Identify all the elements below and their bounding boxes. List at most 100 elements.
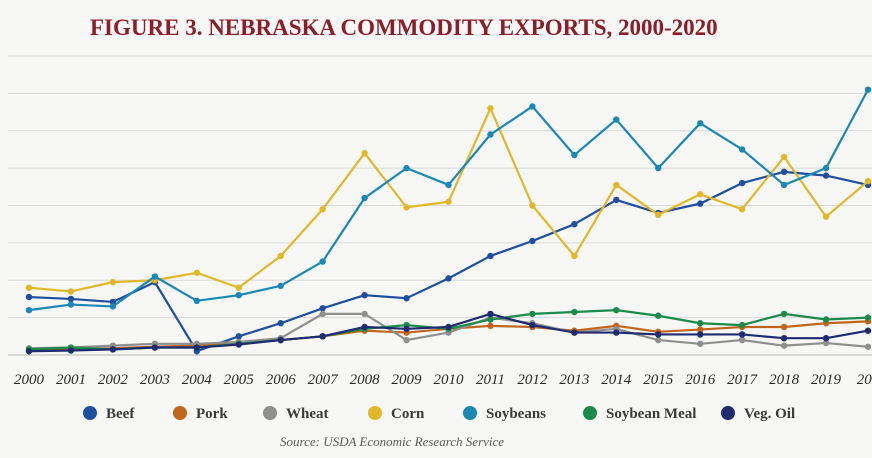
data-point-beef	[780, 168, 788, 176]
data-point-beef	[697, 200, 704, 207]
data-point-soybeans	[655, 164, 662, 172]
data-point-corn	[738, 206, 746, 213]
x-tick-label: 202	[857, 372, 872, 388]
data-point-pork	[780, 323, 788, 331]
data-point-beef	[25, 293, 33, 301]
data-point-beef	[319, 305, 326, 312]
data-point-soybeans	[361, 194, 368, 202]
data-point-corn	[780, 153, 788, 161]
data-point-soybeans	[780, 181, 788, 189]
data-point-veg-oil	[697, 331, 704, 338]
data-point-soybeans	[277, 282, 284, 290]
data-point-corn	[109, 278, 117, 286]
data-point-veg-oil	[109, 346, 117, 353]
data-point-veg-oil	[780, 334, 788, 342]
data-point-veg-oil	[655, 331, 662, 338]
data-point-corn	[487, 105, 494, 112]
data-point-veg-oil	[571, 329, 578, 336]
x-tick-label: 2000	[14, 372, 45, 388]
data-point-beef	[277, 320, 284, 327]
data-point-veg-oil	[529, 321, 536, 329]
x-tick-label: 2011	[476, 372, 505, 388]
x-tick-label: 2015	[643, 372, 674, 388]
data-point-soybean-meal	[487, 316, 494, 323]
data-point-soybean-meal	[655, 312, 662, 319]
data-point-corn	[445, 198, 452, 205]
data-point-veg-oil	[193, 344, 200, 351]
data-point-soybeans	[529, 103, 536, 110]
series-lines	[25, 86, 872, 355]
data-point-soybeans	[697, 120, 704, 127]
legend-swatch	[721, 406, 735, 420]
data-point-soybeans	[864, 86, 872, 93]
data-point-soybeans	[235, 292, 242, 299]
x-tick-label: 2010	[434, 372, 465, 388]
data-point-veg-oil	[277, 336, 284, 344]
x-tick-label: 2007	[308, 372, 340, 388]
chart-title: FIGURE 3. NEBRASKA COMMODITY EXPORTS, 20…	[90, 15, 718, 40]
data-point-beef	[445, 275, 452, 282]
data-point-wheat	[403, 336, 410, 344]
data-point-soybean-meal	[780, 310, 788, 318]
data-point-beef	[613, 196, 620, 204]
data-point-veg-oil	[25, 348, 33, 355]
legend-swatch	[83, 406, 97, 420]
data-point-veg-oil	[487, 310, 494, 318]
data-point-wheat	[655, 336, 662, 344]
data-point-soybeans	[613, 116, 620, 123]
legend-label: Pork	[196, 406, 228, 422]
data-point-soybeans	[738, 146, 746, 153]
data-point-corn	[822, 213, 830, 220]
data-point-wheat	[697, 340, 704, 347]
data-point-corn	[319, 206, 326, 213]
legend-label: Wheat	[286, 406, 329, 422]
x-tick-label: 2009	[392, 372, 423, 388]
data-point-veg-oil	[403, 325, 410, 333]
data-point-corn	[529, 202, 536, 209]
data-point-veg-oil	[445, 323, 452, 331]
data-point-corn	[25, 284, 33, 291]
data-point-soybeans	[319, 258, 326, 265]
legend-item-soybean-meal: Soybean Meal	[583, 406, 696, 422]
data-point-veg-oil	[235, 341, 242, 348]
x-tick-label: 2004	[182, 372, 213, 388]
data-point-pork	[487, 322, 494, 330]
data-point-soybeans	[151, 273, 159, 280]
data-point-wheat	[319, 310, 326, 318]
legend-swatch	[368, 406, 382, 420]
data-point-soybean-meal	[697, 320, 704, 327]
legend-swatch	[463, 406, 477, 420]
data-point-beef	[529, 237, 536, 245]
gridlines	[8, 55, 872, 356]
data-point-corn	[193, 269, 200, 276]
series-beef	[25, 168, 872, 355]
data-point-soybeans	[822, 164, 830, 172]
data-point-beef	[571, 220, 578, 228]
data-point-soybean-meal	[864, 314, 872, 321]
data-point-soybeans	[193, 297, 200, 305]
data-point-soybean-meal	[613, 306, 620, 314]
data-point-soybeans	[67, 301, 75, 308]
x-tick-label: 2006	[266, 372, 297, 388]
x-tick-label: 2014	[601, 372, 632, 388]
data-point-veg-oil	[864, 327, 872, 334]
legend-swatch	[173, 406, 187, 420]
series-soybeans	[25, 86, 872, 314]
data-point-beef	[403, 294, 410, 302]
data-point-corn	[697, 191, 704, 198]
data-point-beef	[487, 252, 494, 260]
data-point-wheat	[361, 310, 368, 318]
x-tick-label: 2003	[140, 372, 170, 388]
data-point-soybeans	[25, 306, 33, 314]
data-point-soybeans	[403, 164, 410, 172]
data-point-soybeans	[571, 151, 578, 159]
data-point-soybeans	[487, 131, 494, 138]
data-point-veg-oil	[738, 331, 746, 338]
legend-item-pork: Pork	[173, 406, 228, 422]
data-point-veg-oil	[822, 334, 830, 342]
data-point-veg-oil	[67, 347, 75, 354]
data-point-corn	[361, 149, 368, 157]
legend-label: Corn	[391, 406, 425, 422]
